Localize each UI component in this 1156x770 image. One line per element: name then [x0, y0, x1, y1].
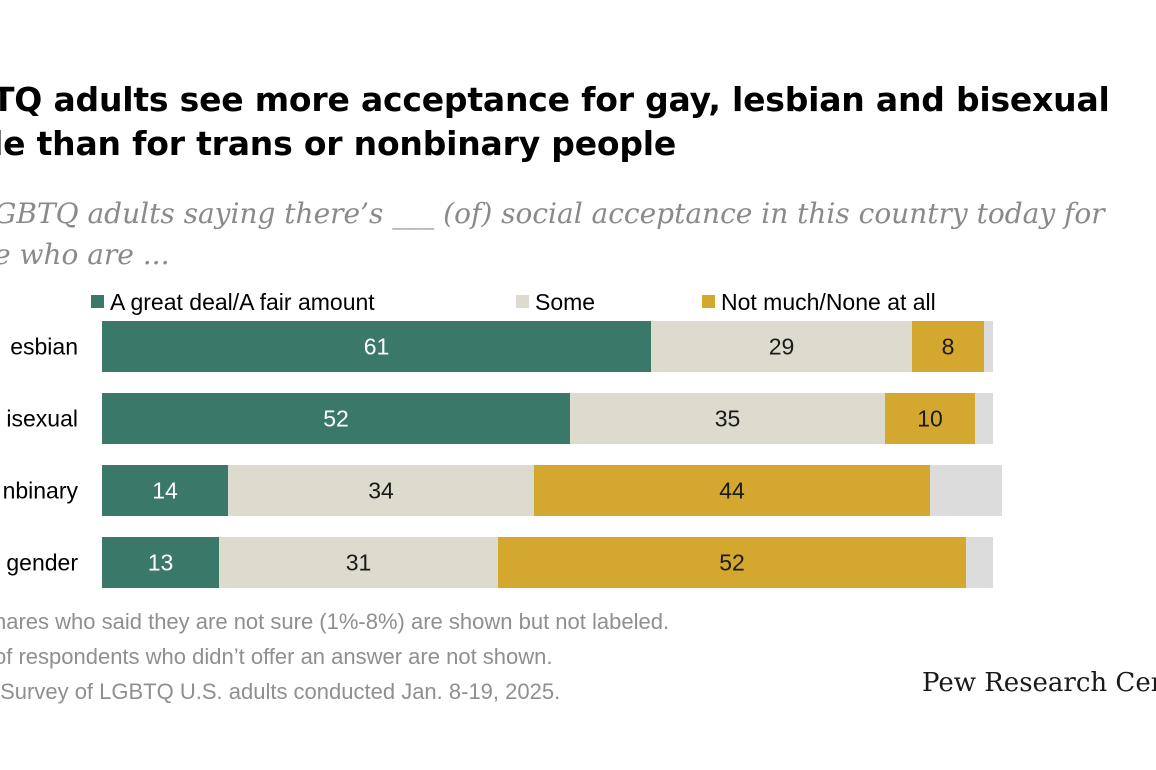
bar-segment-great-deal — [102, 321, 651, 372]
bar-segment-great-deal — [102, 537, 219, 588]
legend-item-great-deal: A great deal/A fair amount — [91, 288, 375, 316]
bar-segment-not-much — [498, 537, 966, 588]
chart-notes: hares who said they are not sure (1%-8%)… — [0, 604, 669, 709]
data-label: 61 — [364, 334, 390, 360]
chart-title: TQ adults see more acceptance for gay, l… — [0, 80, 1110, 163]
bar-segment-some — [651, 321, 912, 372]
note-no-answer: of respondents who didn’t offer an answe… — [0, 644, 553, 669]
bar-segment-some — [570, 393, 885, 444]
data-label: 34 — [368, 478, 394, 504]
category-label: esbian — [10, 334, 78, 360]
bar-segment-not-sure — [930, 465, 1002, 516]
category-label: isexual — [6, 406, 78, 432]
legend-item-not-much: Not much/None at all — [702, 288, 936, 316]
legend-swatch-not-much — [702, 295, 715, 309]
data-label: 44 — [719, 478, 745, 504]
legend-label-not-much: Not much/None at all — [721, 289, 936, 315]
category-label: nbinary — [3, 478, 79, 504]
chart-subtitle: GBTQ adults saying there’s ___ (of) soci… — [0, 197, 1105, 271]
data-label: 29 — [769, 334, 795, 360]
data-label: 14 — [152, 478, 178, 504]
legend-item-some: Some — [516, 288, 595, 316]
legend-swatch-some — [516, 295, 529, 309]
bar-segment-not-sure — [975, 393, 993, 444]
legend-label-some: Some — [535, 289, 596, 315]
bar-segment-great-deal — [102, 465, 228, 516]
bar-segment-some — [228, 465, 534, 516]
bar-segment-not-much — [912, 321, 984, 372]
data-label: 10 — [917, 406, 943, 432]
legend-label-great-deal: A great deal/A fair amount — [110, 289, 375, 315]
data-label: 8 — [942, 334, 955, 360]
bar-segment-not-much — [885, 393, 975, 444]
source-note: Survey of LGBTQ U.S. adults conducted Ja… — [0, 679, 561, 704]
data-label: 31 — [346, 550, 372, 576]
bar-segment-great-deal — [102, 393, 570, 444]
bar-segment-not-sure — [984, 321, 993, 372]
stacked-bar-chart: esbian 61 29 8 isexual 52 35 10 nbinary 14 34 44 gen… — [3, 321, 1002, 588]
data-label: 13 — [148, 550, 174, 576]
data-label: 52 — [323, 406, 349, 432]
bar-segment-not-sure — [966, 537, 993, 588]
data-label: 35 — [715, 406, 741, 432]
brand-logo-text: Pew Research Cent — [922, 668, 1156, 698]
legend-swatch-great-deal — [91, 295, 104, 309]
data-label: 52 — [719, 550, 745, 576]
note-not-sure: hares who said they are not sure (1%-8%)… — [0, 609, 670, 634]
bar-segment-some — [219, 537, 498, 588]
bar-segment-not-much — [534, 465, 930, 516]
category-label: gender — [6, 550, 78, 576]
